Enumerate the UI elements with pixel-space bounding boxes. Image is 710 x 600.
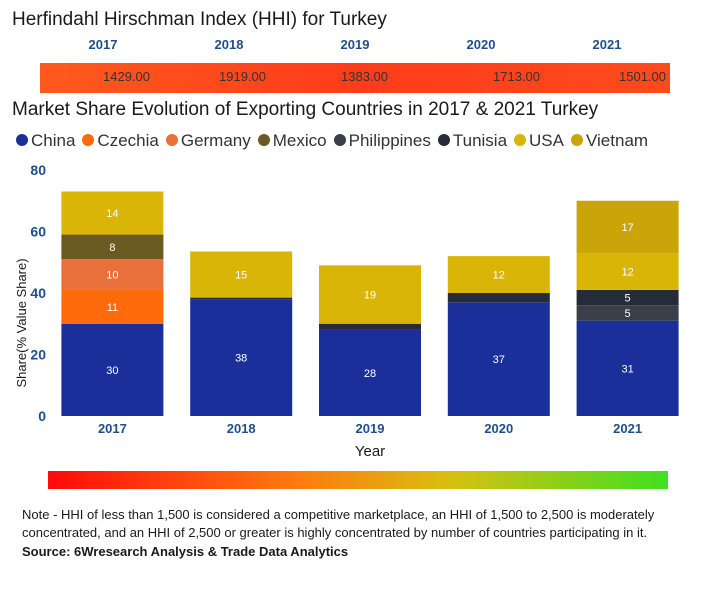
data-label: 28 [364,368,376,380]
bar-segment-mexico-2017 [61,234,164,260]
data-label: 38 [235,353,247,365]
legend-dot [165,134,178,146]
legend-item-vietnam: Vietnam [571,131,648,151]
legend-label: Vietnam [586,131,649,150]
hhi-value: 1383.00 [341,69,388,84]
legend-dot [333,134,346,146]
data-label: 5 [625,293,631,305]
hhi-title: Herfindahl Hirschman Index (HHI) for Tur… [12,9,387,30]
bar-segment-czechia-2017 [61,289,164,324]
legend-dot [514,134,527,146]
bar-segment-usa-2017 [61,191,164,235]
x-axis-label: Year [355,443,385,460]
data-label: 30 [106,365,118,377]
x-tick-label: 2017 [98,421,127,436]
hhi-year: 2017 [88,37,118,52]
legend-dot [82,134,95,146]
bar-segment-vietnam-2021 [576,200,679,254]
bar-segment-china-2018 [190,299,293,416]
share-chart-title: Market Share Evolution of Exporting Coun… [12,99,599,120]
hhi-scale-gradient [48,471,668,489]
legend-label: China [31,131,76,150]
hhi-value-bar: 1429.00 1919.00 1383.00 1713.00 1501.00 [40,63,670,93]
bar-segment-china-2021 [576,320,679,416]
y-tick-label: 80 [30,162,46,178]
hhi-value: 1919.00 [219,69,266,84]
x-tick-label: 2021 [613,421,642,436]
data-label: 12 [493,270,505,282]
hhi-year: 2018 [214,37,244,52]
hhi-year-row: 2017 2018 2019 2020 2021 [40,37,670,55]
legend-label: Philippines [348,131,431,150]
hhi-value: 1713.00 [493,69,540,84]
data-label: 11 [107,302,118,314]
x-tick-label: 2020 [484,421,513,436]
bar-segment-china-2017 [61,323,164,416]
legend-item-tunisia: Tunisia [437,131,508,151]
data-label: 15 [235,270,247,282]
legend-item-germany: Germany [165,131,251,151]
bar-segment-germany-2017 [61,259,164,290]
hhi-note: Note - HHI of less than 1,500 is conside… [22,507,655,540]
data-label: 8 [109,242,115,254]
data-label: 19 [364,290,376,302]
legend-item-czechia: Czechia [82,131,159,151]
legend-label: USA [529,131,564,150]
bar-segment-tunisia-2020 [447,293,550,303]
data-label: 10 [106,270,118,282]
stacked-bar-chart: 0 20 40 60 80 Share(% Value Share) 30 11 10 8 14 20… [14,162,679,460]
bar-segment-china-2019 [319,329,421,416]
legend-item-mexico: Mexico [257,131,327,151]
legend-dot [437,134,450,146]
data-label: 37 [493,354,505,366]
hhi-year: 2021 [592,37,622,52]
y-tick-label: 0 [38,408,46,424]
bar-segment-china-2020 [447,302,550,416]
source-credit: Source: 6Wresearch Analysis & Trade Data… [22,544,349,559]
legend-dot [16,134,28,146]
hhi-year: 2020 [466,37,496,52]
legend-item-usa: USA [514,131,564,151]
data-label: 17 [621,222,633,234]
legend-item-china: China [16,131,75,151]
legend-dot [257,134,270,146]
legend-label: Germany [180,131,251,150]
x-tick-label: 2018 [227,421,256,436]
hhi-value: 1501.00 [619,69,666,84]
bar-segment-tunisia-2021 [576,289,679,306]
x-tick-label: 2019 [356,421,385,436]
chart-legend: China Czechia Germany Mexico Philippines Tuni… [16,131,706,155]
legend-dot [571,134,583,146]
bar-segment-usa-2019 [319,265,421,324]
bar-segment-usa-2018 [190,251,293,298]
legend-label: Tunisia [452,131,508,150]
bar-segment-philippines-2021 [576,305,679,321]
data-label: 5 [625,308,631,320]
bar-segment-tunisia-2018 [190,297,293,300]
y-tick-label: 40 [30,285,46,301]
legend-label: Czechia [97,131,159,150]
data-label: 12 [621,266,633,278]
legend-label: Mexico [272,131,327,150]
y-axis-label: Share(% Value Share) [14,258,29,387]
hhi-year: 2019 [340,37,370,52]
y-tick-label: 60 [30,224,46,240]
bar-segment-usa-2020 [447,256,550,293]
bar-segment-tunisia-2019 [319,323,421,330]
data-label: 14 [106,208,118,220]
data-label: 31 [621,363,633,375]
legend-item-philippines: Philippines [333,131,431,151]
hhi-value: 1429.00 [103,69,150,84]
bar-segment-usa-2021 [576,253,679,290]
y-tick-label: 20 [30,347,46,363]
